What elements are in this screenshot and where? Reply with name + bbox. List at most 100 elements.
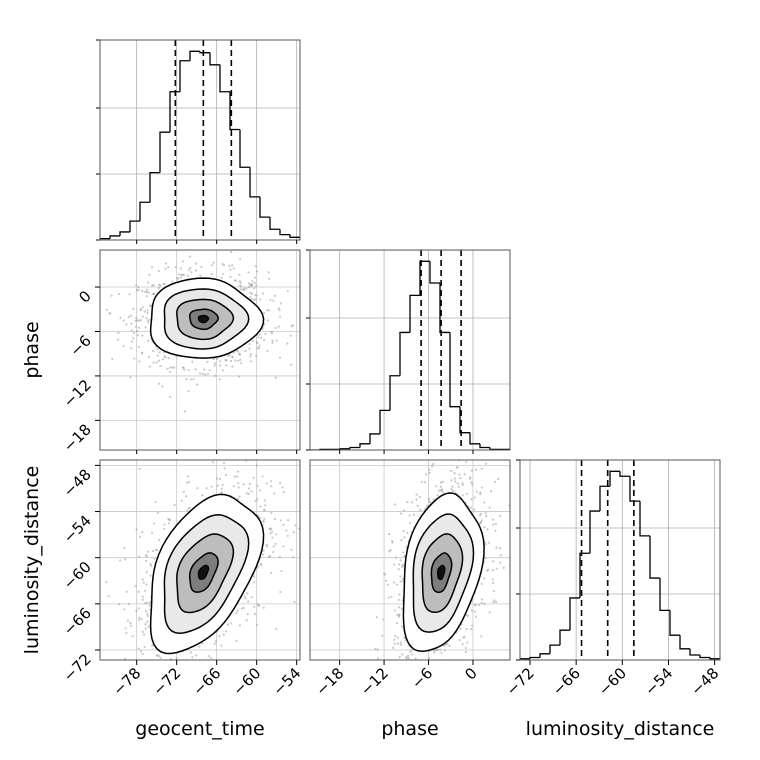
- sample-point: [147, 319, 150, 322]
- sample-point: [210, 485, 213, 488]
- sample-point: [137, 618, 141, 621]
- sample-point: [226, 354, 230, 358]
- sample-point: [391, 646, 395, 650]
- hist-bin-luminosity_distance-11: [629, 476, 640, 502]
- sample-point: [224, 630, 228, 633]
- sample-point: [210, 656, 213, 659]
- sample-point: [403, 636, 406, 639]
- sample-point: [139, 319, 142, 322]
- sample-point: [266, 545, 269, 548]
- sample-point: [148, 365, 151, 368]
- sample-point: [142, 633, 146, 636]
- sample-point: [142, 581, 145, 584]
- sample-point: [393, 642, 396, 645]
- sample-point: [487, 541, 490, 544]
- density-peak: [437, 564, 446, 581]
- sample-point: [376, 648, 379, 651]
- sample-point: [181, 366, 185, 369]
- sample-point: [225, 364, 228, 367]
- sample-point: [474, 468, 478, 471]
- sample-point: [214, 374, 217, 377]
- sample-point: [466, 614, 470, 617]
- sample-point: [169, 366, 172, 369]
- sample-point: [279, 519, 282, 522]
- sample-point: [258, 489, 261, 492]
- sample-point: [220, 276, 223, 279]
- hist-bin-phase-10: [409, 294, 420, 333]
- sample-point: [149, 564, 153, 567]
- hist-bin-geocent_time-11: [209, 52, 220, 66]
- hist-bin-luminosity_distance-16: [679, 635, 690, 650]
- sample-point: [250, 285, 253, 288]
- sample-point: [272, 299, 275, 302]
- sample-point: [222, 272, 225, 276]
- sample-point: [228, 354, 231, 357]
- hist-bin-luminosity_distance-2: [539, 653, 550, 658]
- sample-point: [290, 548, 293, 551]
- sample-point: [151, 549, 155, 553]
- sample-point: [261, 292, 265, 295]
- sample-point: [238, 273, 241, 276]
- sample-point: [483, 501, 486, 504]
- sample-point: [184, 495, 188, 498]
- sample-point: [157, 286, 161, 290]
- sample-point: [147, 321, 150, 324]
- density-peak: [197, 564, 210, 580]
- hist-bin-geocent_time-5: [149, 171, 160, 203]
- sample-point: [381, 634, 384, 637]
- sample-point: [492, 601, 495, 604]
- sample-point: [129, 314, 133, 317]
- sample-point: [238, 280, 241, 283]
- hist-bin-luminosity_distance-6: [579, 552, 590, 598]
- sample-point: [292, 556, 295, 559]
- sample-point: [129, 624, 133, 627]
- sample-point: [442, 644, 446, 648]
- sample-point: [270, 480, 273, 483]
- sample-point: [221, 484, 224, 487]
- sample-point: [401, 563, 405, 566]
- sample-point: [169, 395, 172, 398]
- hist-bin-phase-16: [469, 432, 480, 445]
- sample-point: [190, 271, 193, 274]
- sample-point: [141, 598, 144, 601]
- sample-point: [263, 509, 266, 512]
- sample-point: [119, 316, 122, 320]
- hist-bin-phase-6: [369, 433, 380, 444]
- sample-point: [484, 462, 488, 465]
- sample-point: [211, 461, 215, 464]
- sample-point: [139, 650, 143, 653]
- sample-point: [415, 498, 418, 501]
- sample-point: [458, 473, 461, 476]
- sample-point: [123, 547, 126, 550]
- sample-point: [132, 307, 135, 311]
- panel-frame: [99, 249, 301, 451]
- sample-point: [262, 520, 265, 523]
- sample-point: [124, 558, 127, 561]
- sample-point: [185, 377, 188, 381]
- sample-point: [479, 491, 482, 494]
- sample-point: [222, 462, 226, 465]
- sample-point: [129, 376, 132, 379]
- sample-point: [290, 324, 294, 328]
- hist-bin-geocent_time-10: [199, 51, 210, 54]
- sample-point: [176, 277, 179, 280]
- panels: −18−12−60−78 −72 −66 −60 −54−72−66−60−54−48−…: [60, 39, 722, 699]
- sample-point: [393, 609, 397, 612]
- sample-point: [145, 291, 148, 294]
- sample-point: [394, 556, 398, 559]
- sample-point: [491, 569, 494, 572]
- sample-point: [178, 273, 181, 276]
- sample-point: [271, 536, 274, 539]
- sample-point: [141, 578, 144, 581]
- sample-point: [253, 276, 256, 279]
- sample-point: [439, 485, 442, 488]
- sample-point: [458, 638, 461, 642]
- sample-point: [134, 584, 137, 588]
- sample-point: [441, 480, 445, 483]
- sample-point: [255, 354, 258, 357]
- sample-point: [399, 580, 402, 583]
- sample-point: [200, 265, 203, 269]
- sample-point: [130, 322, 133, 325]
- hist-bin-luminosity_distance-1: [529, 656, 540, 659]
- sample-point: [271, 341, 274, 344]
